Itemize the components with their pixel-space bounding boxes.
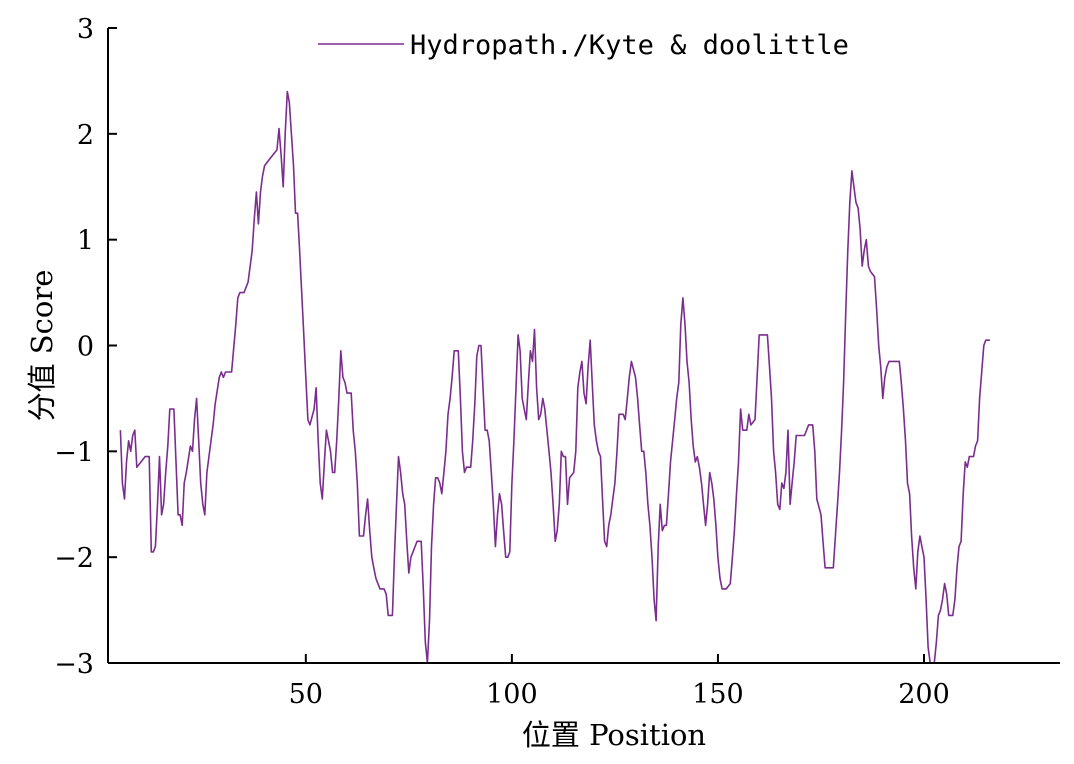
legend: Hydropath./Kyte & doolittle: [318, 30, 849, 61]
x-axis-title: 位置 Position: [522, 718, 706, 752]
y-ticks: −3 −2 −1 0 1 2 3: [54, 14, 117, 680]
plot-area: [119, 90, 990, 664]
y-tick-label: 1: [77, 226, 94, 257]
y-axis-title: 分值 Score: [25, 270, 59, 422]
x-tick-label: 50: [289, 679, 323, 710]
series-line-hydropathy: [119, 90, 990, 664]
y-tick-label: 0: [77, 332, 94, 363]
y-tick-label: −2: [54, 543, 94, 574]
x-tick-label: 200: [898, 679, 950, 710]
y-tick-label: 3: [77, 14, 94, 45]
y-tick-label: −1: [54, 437, 94, 468]
legend-label: Hydropath./Kyte & doolittle: [410, 30, 849, 61]
x-tick-label: 150: [692, 679, 744, 710]
y-tick-label: −3: [54, 649, 94, 680]
x-tick-label: 100: [486, 679, 538, 710]
y-tick-label: 2: [77, 120, 94, 151]
x-ticks: 50 100 150 200: [289, 654, 950, 710]
